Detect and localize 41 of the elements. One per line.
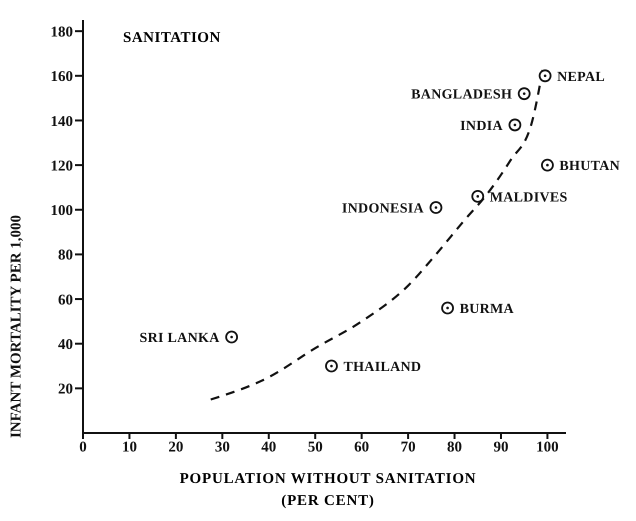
y-tick-label: 20: [58, 382, 73, 398]
x-tick-label: 10: [122, 440, 137, 456]
point: [518, 87, 531, 100]
x-tick-label: 0: [79, 440, 87, 456]
point: [225, 330, 238, 344]
annotation: BURMA: [460, 302, 515, 317]
y-tick-label: 40: [58, 337, 73, 354]
point: [430, 201, 442, 214]
point: [325, 360, 338, 372]
text: SANITATION: [123, 30, 221, 47]
annotation: INDONESIA: [342, 201, 425, 216]
x-tick-label: 90: [493, 440, 508, 456]
annotation: NEPAL: [557, 70, 606, 85]
point: [441, 302, 454, 314]
x-tick-label: 60: [354, 440, 370, 456]
annotation: THAILAND: [343, 360, 422, 375]
x-tick-label: 50: [308, 440, 323, 456]
y-tick-label: 160: [50, 69, 73, 86]
y-tick-label: 180: [50, 24, 73, 40]
x-tick-label: 80: [447, 440, 462, 456]
y-tick-label: 140: [50, 114, 73, 130]
annotation: BHUTAN: [559, 159, 620, 174]
x-tick-label: 70: [400, 440, 416, 456]
x-tick-label: 30: [214, 440, 230, 456]
point: [538, 69, 552, 82]
y-axis-title: INFANT MORTALITY PER 1,000: [8, 214, 24, 438]
y-tick-label: 120: [50, 158, 73, 174]
x-tick-label: 40: [261, 440, 276, 456]
annotation: INDIA: [460, 118, 504, 134]
point: [541, 158, 554, 172]
point: [471, 190, 484, 203]
point: [508, 118, 522, 132]
annotation: MALDIVES: [490, 190, 568, 206]
x-axis-title: POPULATION WITHOUT SANITATION (PER CENT): [178, 470, 478, 511]
y-tick-label: 100: [50, 203, 73, 220]
y-tick-label: 80: [58, 248, 73, 264]
x-tick-label: 20: [168, 440, 184, 456]
x-tick-label: 100: [536, 440, 559, 456]
annotation: SRI LANKA: [140, 330, 220, 346]
y-tick-label: 60: [58, 292, 73, 308]
annotation: BANGLADESH: [411, 88, 512, 103]
